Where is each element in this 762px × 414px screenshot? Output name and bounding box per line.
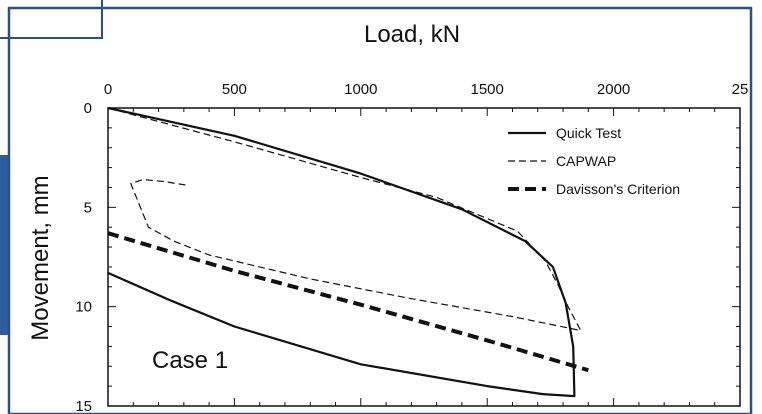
- legend-label: Quick Test: [556, 125, 621, 141]
- x-tick-label: 25: [732, 81, 749, 98]
- legend: Quick Test CAPWAP Davisson's Criterion: [508, 125, 680, 197]
- y-tick-label: 15: [75, 398, 92, 414]
- chart-title: Load, kN: [364, 21, 460, 48]
- x-tick-label: 500: [222, 81, 247, 98]
- x-tick-label: 0: [104, 81, 112, 98]
- series-line-1: [107, 107, 582, 332]
- y-axis-label: Movement, mm: [27, 175, 54, 340]
- scan-inset-box: [0, 0, 103, 39]
- x-tick-label: 2000: [597, 81, 630, 98]
- plot-area-frame: [107, 107, 741, 407]
- series-line-0: [107, 106, 576, 398]
- y-tick-label: 10: [75, 299, 92, 316]
- scan-left-tab: [0, 155, 10, 335]
- legend-label: Davisson's Criterion: [556, 181, 680, 197]
- legend-label: CAPWAP: [556, 153, 616, 169]
- y-tick-label: 5: [84, 199, 92, 216]
- axis-ticks: [107, 107, 741, 407]
- series-lines: [107, 106, 589, 398]
- axis-tick-labels: 0 500 1000 1500 2000 25 0 5 10 15: [75, 81, 748, 414]
- y-tick-label: 0: [84, 100, 92, 117]
- case-annotation: Case 1: [152, 347, 228, 374]
- x-tick-label: 1000: [344, 81, 377, 98]
- chart-outer-frame: [7, 6, 753, 414]
- x-tick-label: 1500: [471, 81, 504, 98]
- series-line-2: [107, 231, 589, 373]
